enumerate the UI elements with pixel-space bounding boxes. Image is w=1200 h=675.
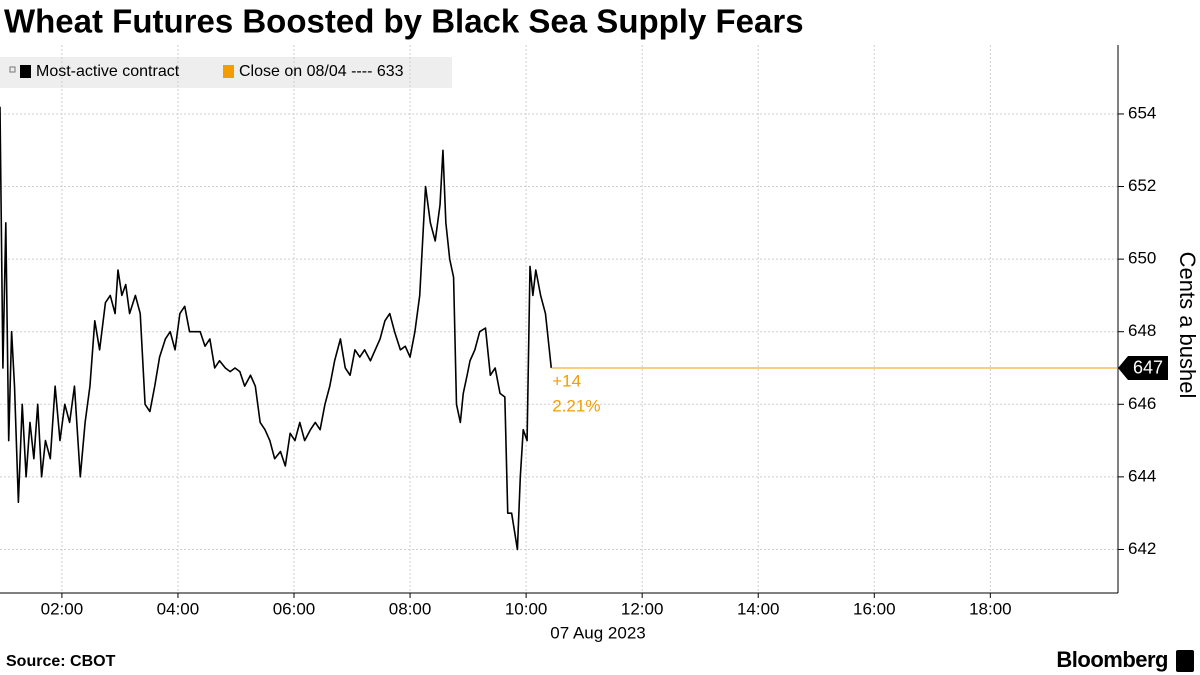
x-tick-label: 18:00 (969, 599, 1012, 618)
brand-icon (1176, 650, 1194, 672)
y-tick-label: 644 (1128, 466, 1156, 485)
x-tick-label: 08:00 (389, 599, 432, 618)
legend-swatch (223, 65, 234, 78)
chart-title: Wheat Futures Boosted by Black Sea Suppl… (4, 3, 804, 40)
legend-swatch (20, 65, 31, 78)
last-value-label: 647 (1133, 358, 1163, 378)
legend-label: Most-active contract (36, 63, 180, 80)
x-tick-label: 02:00 (41, 599, 84, 618)
legend-label: Close on 08/04 ---- 633 (239, 63, 404, 80)
x-tick-label: 12:00 (621, 599, 664, 618)
x-tick-label: 16:00 (853, 599, 896, 618)
change-annotation: +14 (552, 371, 581, 390)
y-tick-label: 652 (1128, 176, 1156, 195)
series-line (0, 106, 553, 551)
y-tick-label: 654 (1128, 103, 1156, 122)
y-tick-label: 646 (1128, 394, 1156, 413)
legend-icon (9, 66, 16, 73)
x-tick-label: 04:00 (157, 599, 200, 618)
x-tick-label: 06:00 (273, 599, 316, 618)
x-tick-label: 10:00 (505, 599, 548, 618)
x-tick-label: 14:00 (737, 599, 780, 618)
y-tick-label: 650 (1128, 249, 1156, 268)
change-annotation: 2.21% (552, 396, 600, 415)
brand: Bloomberg (1056, 647, 1168, 672)
y-axis-label: Cents a bushel (1175, 252, 1200, 399)
x-axis-date: 07 Aug 2023 (550, 623, 645, 642)
last-value-tag (1118, 355, 1168, 380)
y-tick-label: 642 (1128, 539, 1156, 558)
source: Source: CBOT (6, 653, 116, 670)
y-tick-label: 648 (1128, 321, 1156, 340)
